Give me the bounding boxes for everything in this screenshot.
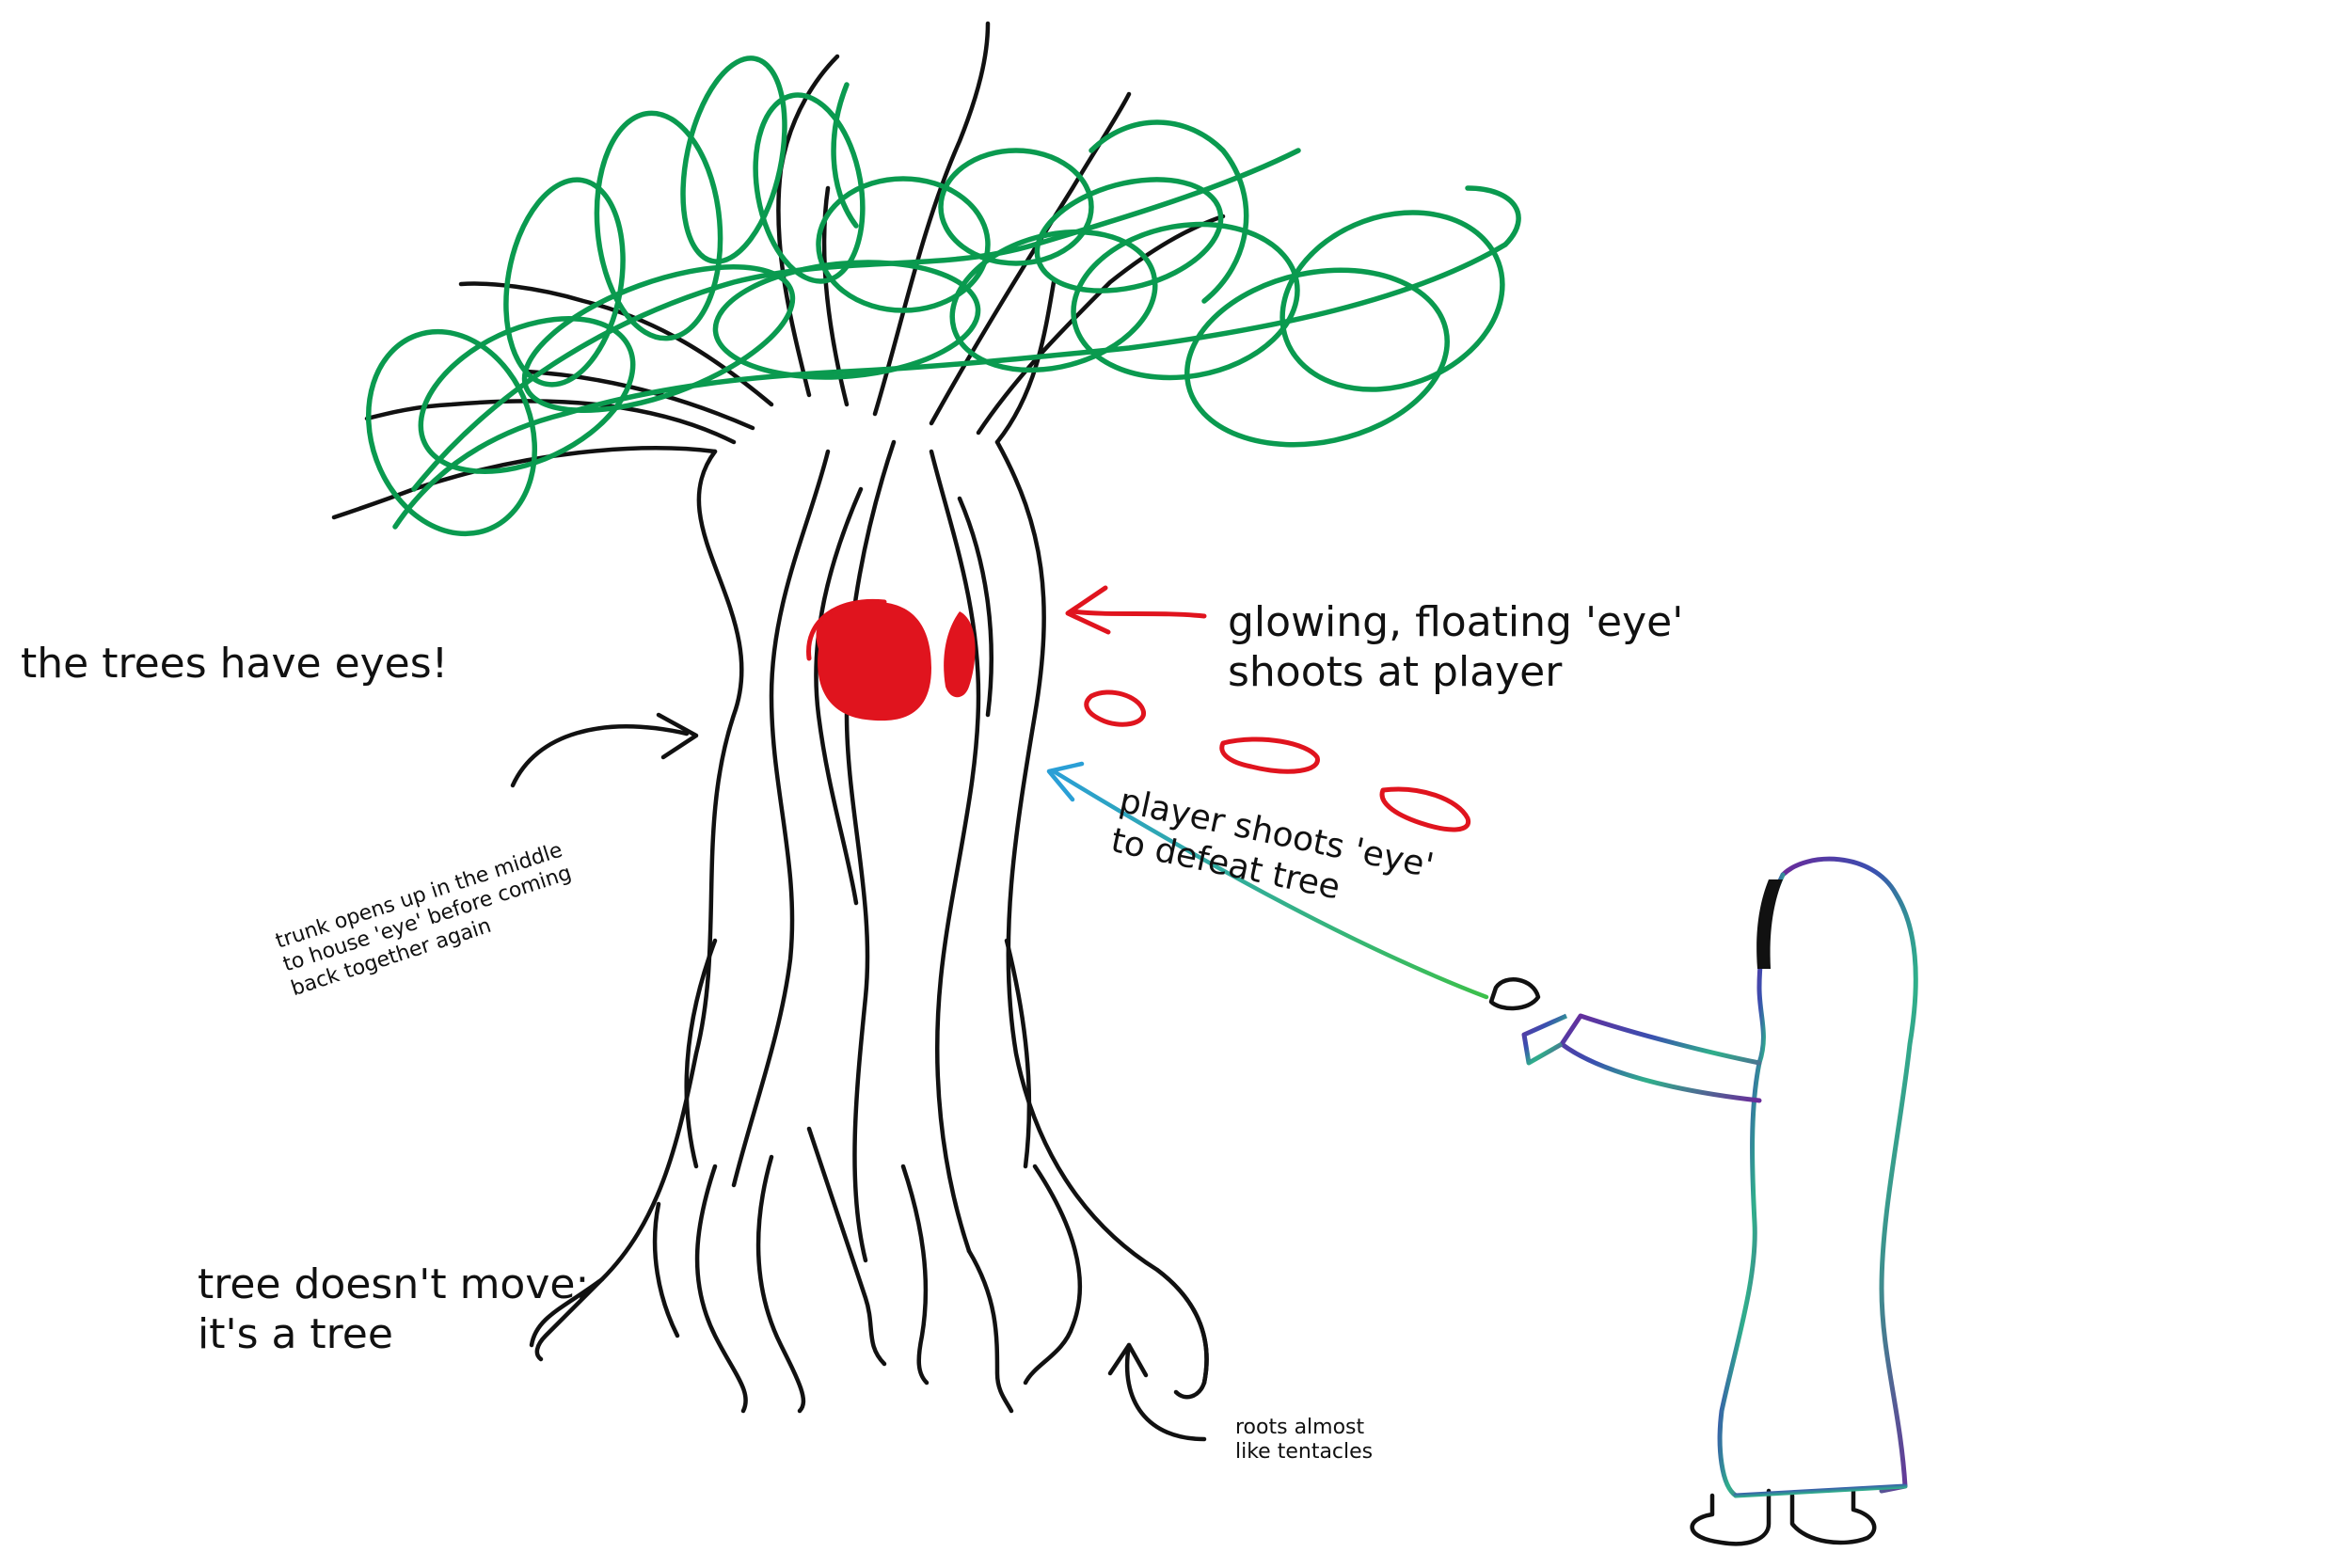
player-beam <box>1046 761 1489 1000</box>
roots-note-line-2: like tentacles <box>1235 1440 1374 1465</box>
roots-note-line-1: roots almost <box>1235 1416 1365 1439</box>
trees-have-eyes-note: the trees have eyes! <box>21 640 449 688</box>
roots-arrow <box>1124 1342 1207 1442</box>
eye-note-line-2: shoots at player <box>1228 647 1563 696</box>
eye-projectiles <box>1084 689 1471 832</box>
player-character <box>1488 856 1918 1546</box>
eye-arrow <box>1065 585 1207 635</box>
annotation-arrows <box>510 712 1207 1442</box>
roots-arrowhead <box>1107 1342 1149 1378</box>
tree-roots <box>534 1126 1209 1414</box>
eye-note-line-1: glowing, floating 'eye' <box>1228 598 1684 646</box>
glowing-eye <box>806 598 976 721</box>
tree-foliage <box>365 55 1521 537</box>
player-hand <box>1488 977 1541 1011</box>
tree-trunk <box>529 439 1209 1386</box>
eye-note: glowing, floating 'eye' shoots at player <box>1228 598 1683 698</box>
doesnt-move-note: tree doesn't move; it's a tree <box>198 1260 589 1360</box>
doesnt-move-note-line-1: tree doesn't move; <box>198 1260 590 1308</box>
trunk-arrowhead <box>656 712 699 760</box>
roots-note: roots almost like tentacles <box>1235 1416 1373 1465</box>
trunk-arrow <box>510 724 690 788</box>
doesnt-move-note-line-2: it's a tree <box>198 1309 393 1358</box>
